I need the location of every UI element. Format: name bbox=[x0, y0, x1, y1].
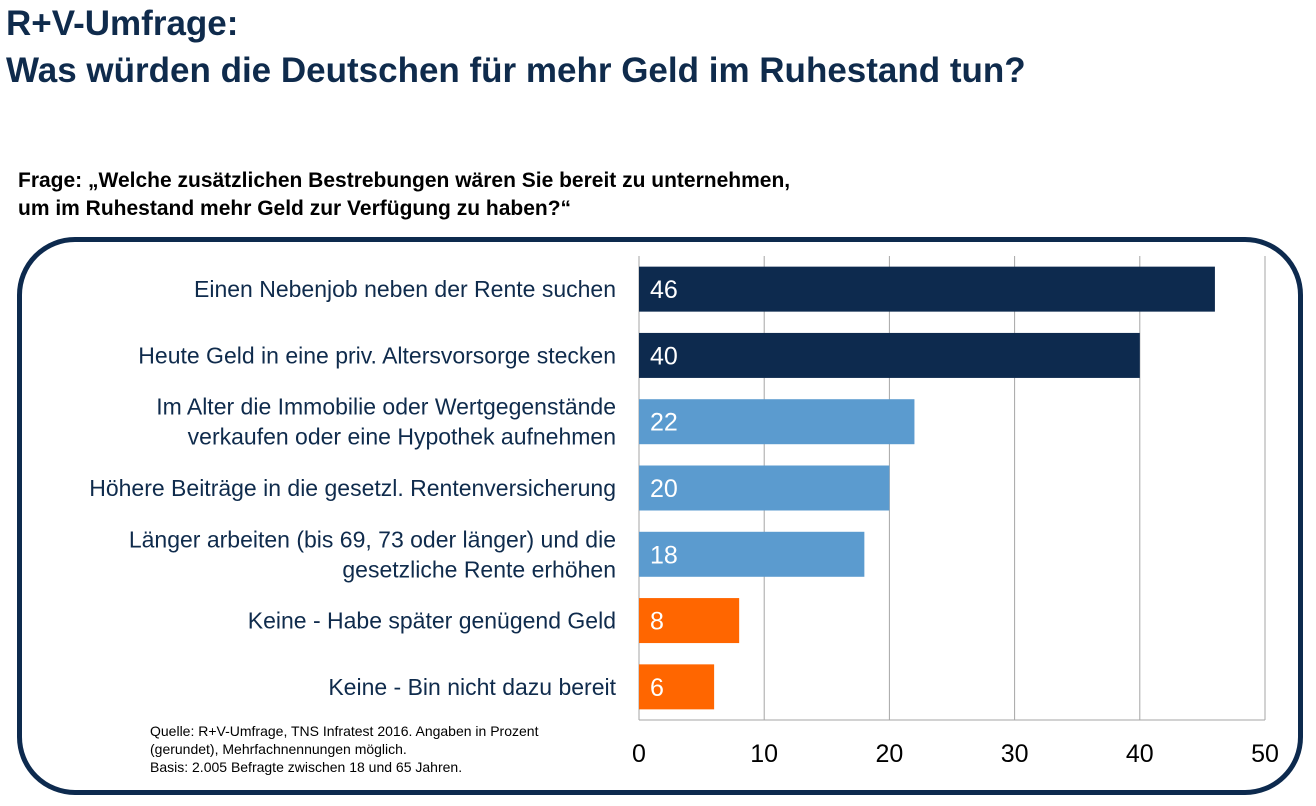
x-tick-label-3: 30 bbox=[1001, 740, 1029, 768]
source-note: Quelle: R+V-Umfrage, TNS Infratest 2016.… bbox=[150, 722, 538, 776]
category-label-line: Keine - Bin nicht dazu bereit bbox=[328, 674, 616, 700]
category-label-6: Keine - Bin nicht dazu bereit bbox=[328, 674, 616, 700]
survey-question: Frage: „Welche zusätzlichen Bestrebungen… bbox=[18, 167, 790, 223]
category-label-5: Keine - Habe später genügend Geld bbox=[248, 608, 616, 634]
category-label-line: gesetzliche Rente erhöhen bbox=[342, 556, 616, 582]
source-line-3: Basis: 2.005 Befragte zwischen 18 und 65… bbox=[150, 759, 463, 775]
category-label-line: Länger arbeiten (bis 69, 73 oder länger)… bbox=[129, 526, 616, 552]
x-tick-label-1: 10 bbox=[750, 740, 778, 768]
bar-value-label-5: 8 bbox=[650, 608, 664, 636]
bar-6 bbox=[639, 664, 715, 710]
source-line-2: (gerundet), Mehrfachnennungen möglich. bbox=[150, 741, 407, 757]
x-tick-label-0: 0 bbox=[632, 740, 646, 768]
source-line-1: Quelle: R+V-Umfrage, TNS Infratest 2016.… bbox=[150, 723, 539, 739]
category-label-3: Höhere Beiträge in die gesetzl. Rentenve… bbox=[89, 475, 616, 501]
category-label-line: Im Alter die Immobilie oder Wertgegenstä… bbox=[156, 394, 616, 420]
x-tick-label-2: 20 bbox=[875, 740, 903, 768]
bar-3 bbox=[639, 465, 890, 511]
category-label-line: Keine - Habe später genügend Geld bbox=[248, 608, 616, 634]
bar-4 bbox=[639, 531, 865, 577]
category-label-line: Höhere Beiträge in die gesetzl. Rentenve… bbox=[89, 475, 616, 501]
bar-0 bbox=[639, 266, 1215, 312]
bar-value-label-0: 46 bbox=[650, 276, 678, 304]
category-label-4: Länger arbeiten (bis 69, 73 oder länger)… bbox=[129, 526, 616, 582]
question-line-2: um im Ruhestand mehr Geld zur Verfügung … bbox=[18, 197, 572, 220]
title-line-1: R+V-Umfrage: bbox=[6, 4, 239, 43]
x-tick-label-4: 40 bbox=[1126, 740, 1154, 768]
x-tick-label-5: 50 bbox=[1251, 740, 1279, 768]
category-label-0: Einen Nebenjob neben der Rente suchen bbox=[194, 276, 616, 302]
category-label-line: Einen Nebenjob neben der Rente suchen bbox=[194, 276, 616, 302]
question-line-1: Frage: „Welche zusätzlichen Bestrebungen… bbox=[18, 169, 791, 192]
category-label-line: verkaufen oder eine Hypothek aufnehmen bbox=[188, 424, 616, 450]
bar-value-label-4: 18 bbox=[650, 541, 678, 569]
category-label-2: Im Alter die Immobilie oder Wertgegenstä… bbox=[156, 394, 616, 450]
bar-2 bbox=[639, 399, 915, 445]
bar-value-label-3: 20 bbox=[650, 475, 678, 503]
bar-1 bbox=[639, 332, 1140, 378]
category-label-1: Heute Geld in eine priv. Altersvorsorge … bbox=[138, 342, 616, 368]
bar-value-label-1: 40 bbox=[650, 342, 678, 370]
bar-5 bbox=[639, 598, 740, 644]
bar-value-label-2: 22 bbox=[650, 409, 678, 437]
category-label-line: Heute Geld in eine priv. Altersvorsorge … bbox=[138, 342, 616, 368]
bar-value-label-6: 6 bbox=[650, 674, 664, 702]
title-line-2: Was würden die Deutschen für mehr Geld i… bbox=[6, 51, 1026, 90]
chart-title: R+V-Umfrage: Was würden die Deutschen fü… bbox=[6, 0, 1026, 94]
